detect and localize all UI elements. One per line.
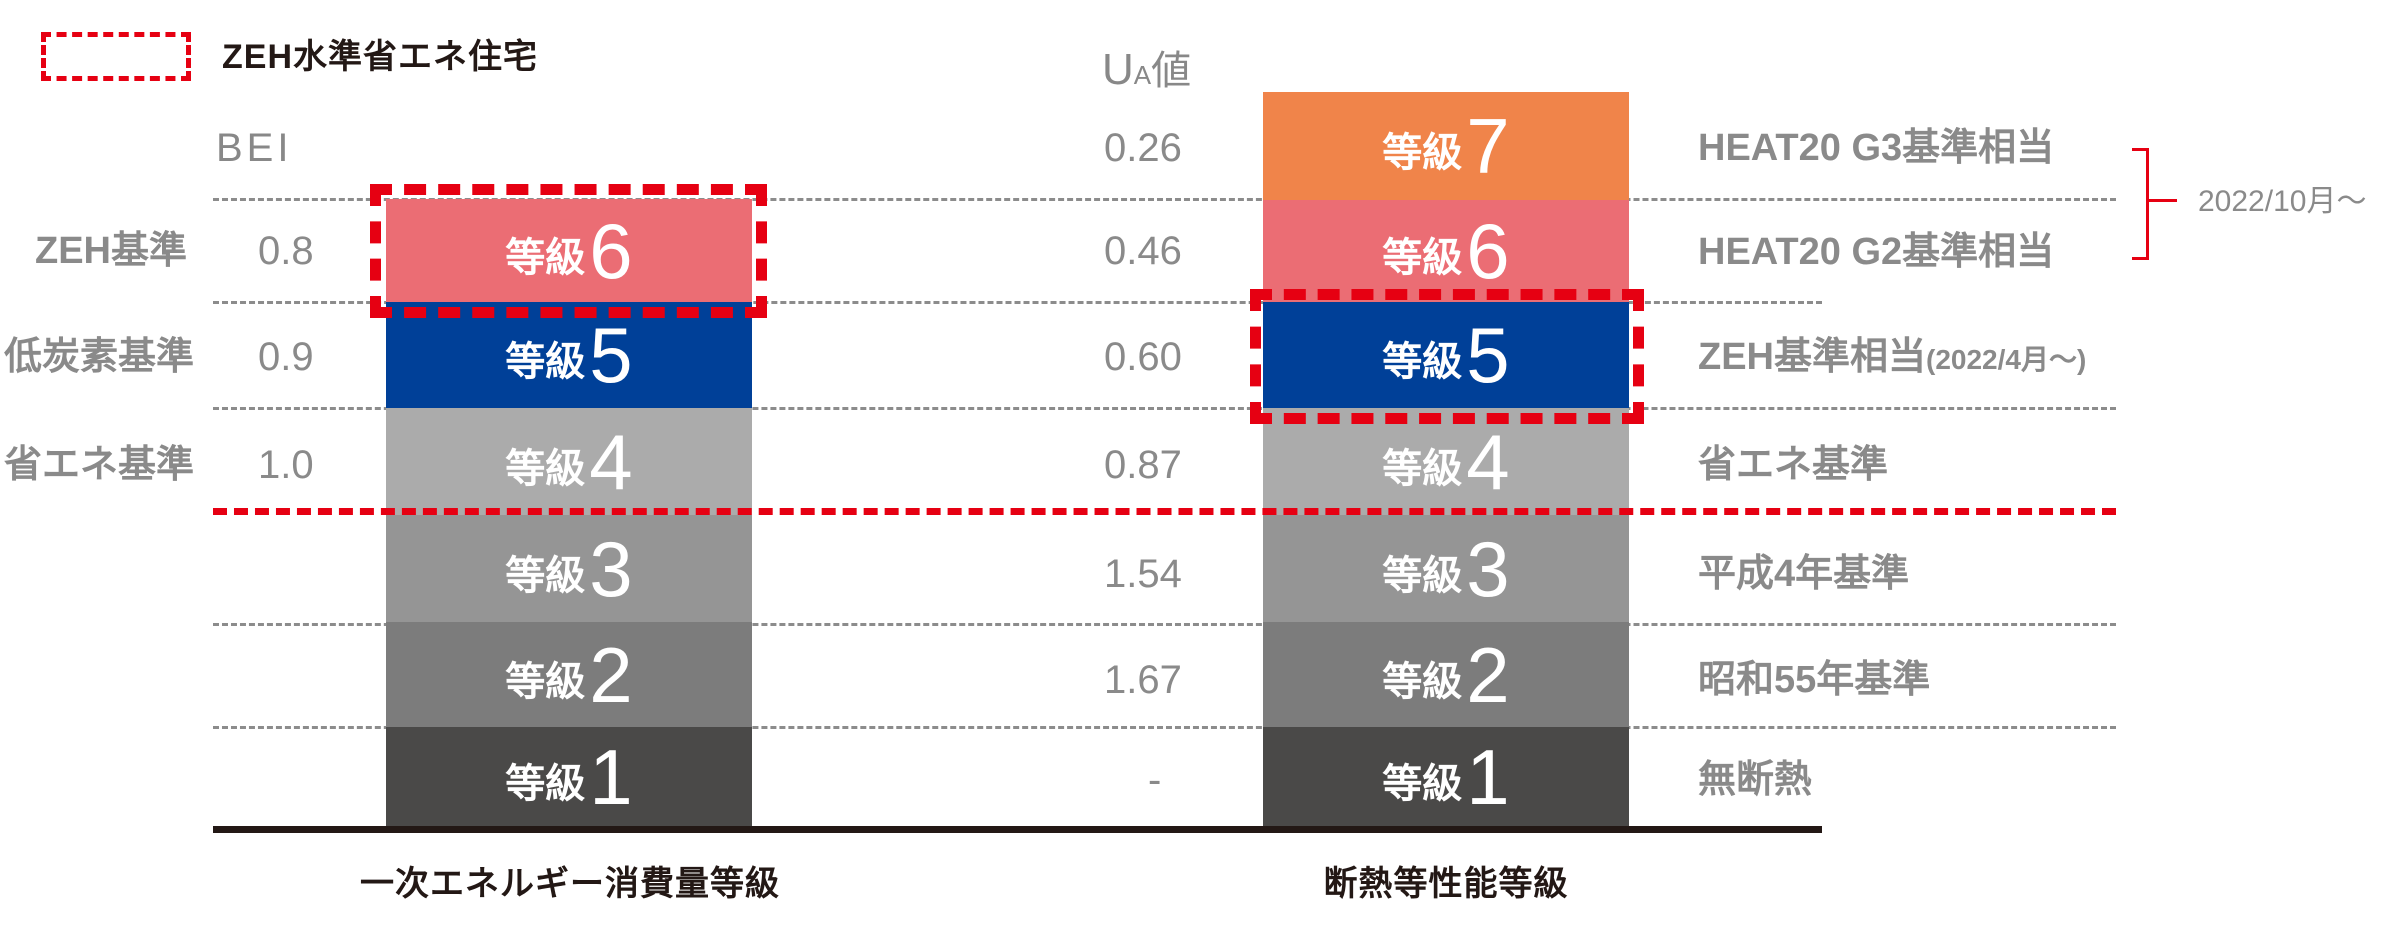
- grade-prefix: 等級: [505, 235, 586, 280]
- grade-prefix: 等級: [505, 340, 586, 384]
- grade-number: 5: [1466, 311, 1510, 399]
- right-bar-grade-7: 等級 7: [1263, 92, 1629, 200]
- gridline-2: [213, 301, 1822, 304]
- grade-number: 6: [589, 206, 633, 295]
- gridline-6: [213, 726, 2116, 729]
- grade-number: 3: [1466, 524, 1510, 613]
- grade-prefix: 等級: [1382, 446, 1463, 491]
- right-label-heat20-g3: HEAT20 G3基準相当: [1698, 127, 2055, 169]
- grade-prefix: 等級: [1382, 340, 1463, 384]
- left-label-low-carbon: 低炭素基準: [4, 336, 195, 378]
- right-bar-grade-3: 等級 3: [1263, 515, 1629, 622]
- left-value-1-0: 1.0: [258, 443, 314, 487]
- grade-number: 2: [1466, 630, 1510, 719]
- legend-swatch-zeh: [41, 32, 191, 81]
- right-bar-grade-4: 等級 4: [1263, 408, 1629, 515]
- grade-number: 7: [1466, 102, 1510, 190]
- bracket-grade-6-7: [2132, 148, 2149, 260]
- left-chart-title: 一次エネルギー消費量等級: [360, 865, 780, 903]
- gridline-1: [213, 198, 2116, 201]
- left-bar-grade-1: 等級 1: [386, 727, 752, 827]
- right-bar-grade-2: 等級 2: [1263, 622, 1629, 727]
- right-label-energy-standard: 省エネ基準: [1698, 444, 1889, 486]
- grade-number: 5: [589, 311, 633, 399]
- left-value-0-9: 0.9: [258, 335, 314, 379]
- left-bar-grade-6: 等級 6: [386, 199, 752, 302]
- x-axis-baseline: [213, 826, 1822, 833]
- left-bar-grade-3: 等級 3: [386, 515, 752, 622]
- ua-value-grade-7: 0.26: [1104, 126, 1182, 170]
- ua-value-grade-5: 0.60: [1104, 335, 1182, 379]
- zeh-equivalent-note: (2022/4月〜): [1926, 344, 2087, 375]
- right-bar-grade-1: 等級 1: [1263, 727, 1629, 827]
- left-bar-grade-4: 等級 4: [386, 408, 752, 515]
- bracket-tick: [2147, 199, 2177, 202]
- ua-value-grade-3: 1.54: [1104, 552, 1182, 596]
- legend-label-zeh: ZEH水準省エネ住宅: [222, 38, 538, 76]
- left-value-0-8: 0.8: [258, 229, 314, 273]
- grade-prefix: 等級: [505, 762, 586, 806]
- grade-number: 3: [589, 524, 633, 613]
- grade-prefix: 等級: [1382, 659, 1463, 704]
- grade-number: 4: [1466, 417, 1510, 506]
- grade-number: 1: [589, 733, 633, 821]
- ua-header-sub: A: [1133, 60, 1152, 90]
- grade-prefix: 等級: [505, 553, 586, 598]
- grade-prefix: 等級: [1382, 236, 1463, 280]
- grade-number: 4: [589, 417, 633, 506]
- ua-header-u: U: [1102, 45, 1134, 94]
- left-label-energy-standard: 省エネ基準: [4, 444, 195, 486]
- grade-prefix: 等級: [505, 446, 586, 491]
- right-label-heat20-g2: HEAT20 G2基準相当: [1698, 231, 2055, 273]
- right-label-showa55: 昭和55年基準: [1698, 659, 1931, 701]
- grade-prefix: 等級: [1382, 553, 1463, 598]
- energy-standard-reference-line: [213, 508, 2116, 515]
- left-label-zeh: ZEH基準: [35, 230, 188, 272]
- grade-number: 6: [1466, 207, 1510, 295]
- right-label-no-insulation: 無断熱: [1698, 759, 1813, 801]
- bei-header: BEI: [216, 126, 293, 170]
- left-bar-grade-2: 等級 2: [386, 622, 752, 727]
- left-bar-grade-5: 等級 5: [386, 302, 752, 408]
- grade-prefix: 等級: [1382, 131, 1463, 175]
- right-chart-title: 断熱等性能等級: [1323, 865, 1569, 903]
- gridline-5: [213, 623, 2116, 626]
- zeh-highlight-right: [1250, 289, 1644, 424]
- ua-value-grade-4: 0.87: [1104, 443, 1182, 487]
- ua-value-grade-2: 1.67: [1104, 658, 1182, 702]
- gridline-3: [213, 407, 2116, 410]
- bracket-label: 2022/10月〜: [2198, 185, 2367, 218]
- grade-number: 1: [1466, 733, 1510, 821]
- grade-number: 2: [589, 630, 633, 719]
- right-bar-grade-6: 等級 6: [1263, 200, 1629, 302]
- right-label-heisei4: 平成4年基準: [1698, 553, 1910, 595]
- ua-header: UA値: [1102, 46, 1191, 99]
- right-label-zeh-equivalent: ZEH基準相当(2022/4月〜): [1698, 333, 2086, 384]
- ua-value-grade-1: -: [1148, 758, 1162, 802]
- zeh-highlight-left: [370, 184, 767, 318]
- ua-value-grade-6: 0.46: [1104, 229, 1182, 273]
- ua-header-suffix: 値: [1151, 49, 1192, 93]
- grade-prefix: 等級: [505, 659, 586, 704]
- right-bar-grade-5: 等級 5: [1263, 302, 1629, 408]
- zeh-equivalent-text: ZEH基準相当: [1698, 336, 1927, 378]
- grade-prefix: 等級: [1382, 762, 1463, 806]
